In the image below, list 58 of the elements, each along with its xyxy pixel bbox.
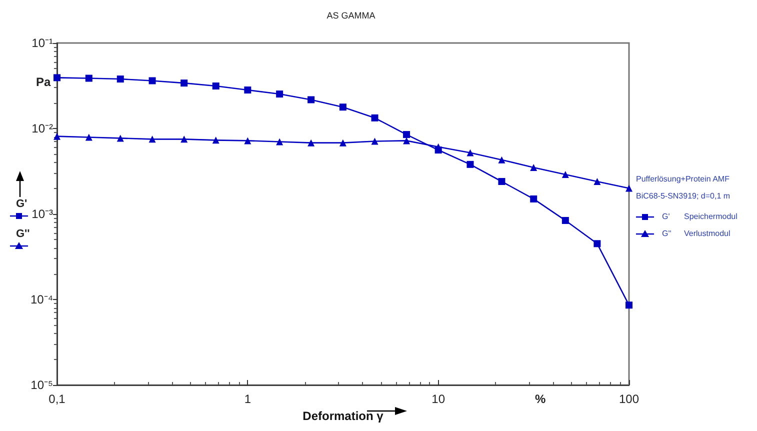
chart-title: AS GAMMA (326, 10, 376, 20)
point (244, 86, 252, 94)
text: G'' (16, 228, 30, 240)
point (339, 139, 346, 146)
point (116, 76, 124, 83)
point (498, 178, 506, 185)
point (339, 104, 346, 111)
y-axis-title: Pa (36, 75, 52, 89)
text: % (535, 392, 546, 406)
x-tick-label: 1 (244, 392, 252, 406)
point (371, 114, 378, 122)
point (180, 80, 188, 87)
point (466, 149, 474, 156)
point (530, 195, 538, 202)
point (466, 160, 474, 168)
point (371, 138, 378, 145)
text: BiC68-5-SN3919; d=0,1 m (636, 192, 730, 200)
point (116, 134, 124, 142)
y-tick-label: 10⁻⁴ (30, 292, 53, 306)
point (403, 131, 410, 138)
point (212, 136, 220, 144)
point (308, 96, 315, 104)
y-tick-label: 10⁻¹ (32, 36, 54, 50)
point (434, 143, 442, 150)
x-axis-title: Deformation γ (302, 408, 384, 423)
text: G' (16, 198, 28, 210)
x-tick-label: 0,1 (48, 392, 66, 406)
legend-label: G' (662, 212, 671, 221)
point (54, 132, 60, 140)
point (54, 74, 60, 82)
y-tick-label: 10⁻³ (32, 207, 54, 221)
point (562, 170, 569, 178)
point (276, 90, 284, 98)
text: Speichermodul (684, 212, 738, 221)
text: Pufferlösung+Protein AMF (636, 174, 730, 184)
point (308, 139, 315, 146)
point (594, 240, 601, 248)
legend-label: G'' (662, 229, 672, 238)
point (148, 77, 156, 84)
point (594, 178, 601, 185)
point (212, 82, 220, 90)
point (180, 136, 188, 143)
point (498, 156, 506, 164)
y-tick-label: 10⁻² (32, 122, 54, 136)
point (244, 137, 252, 144)
x-tick-label: 10 (432, 392, 446, 406)
point (403, 137, 410, 144)
point (626, 302, 632, 309)
point (85, 134, 92, 141)
point (148, 136, 156, 143)
point (276, 138, 284, 146)
point (626, 184, 632, 192)
text: Verlustmodul (684, 229, 730, 238)
point (562, 216, 569, 224)
point (85, 74, 92, 82)
x-tick-label: 100 (618, 392, 640, 406)
point (530, 164, 538, 171)
y-tick-label: 10⁻⁵ (30, 378, 54, 392)
